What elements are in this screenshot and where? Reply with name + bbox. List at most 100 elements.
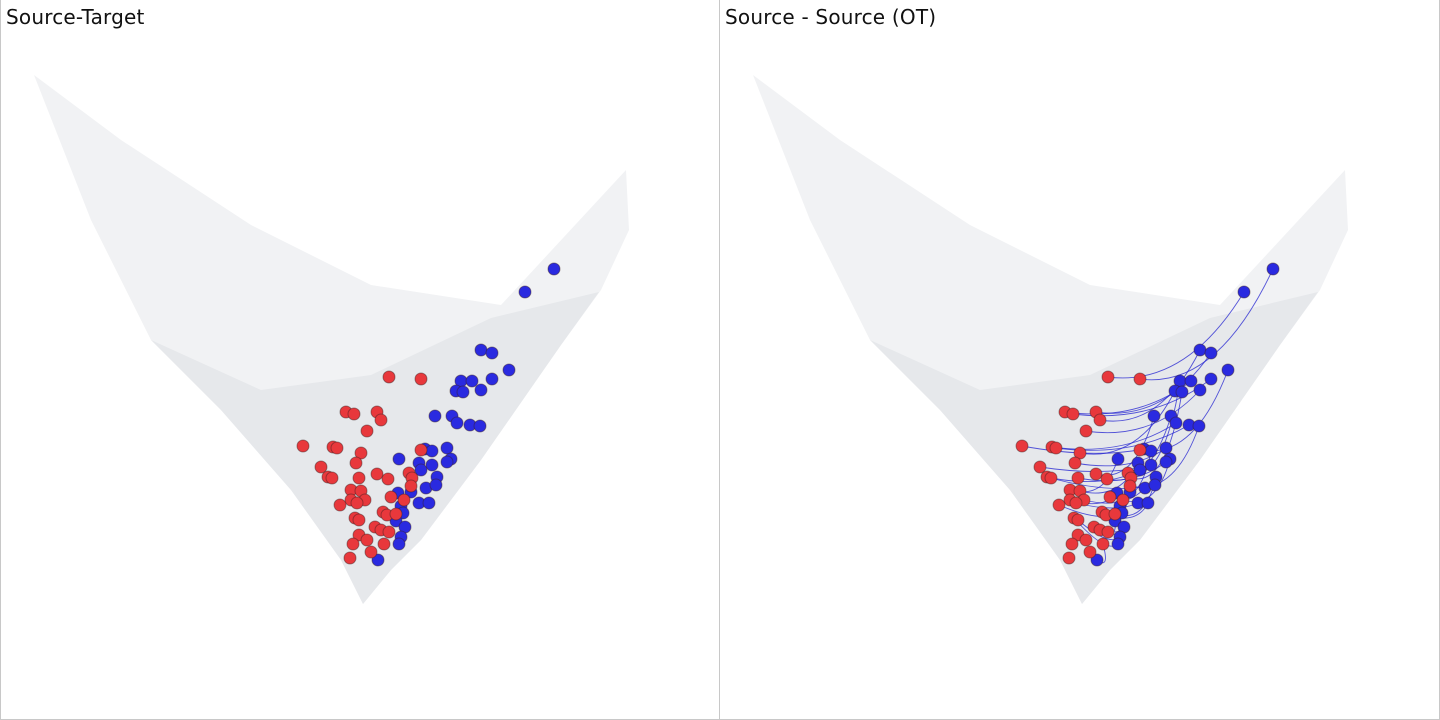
source-point-6 xyxy=(360,424,374,438)
target-point-17 xyxy=(425,444,439,458)
target-point-13 xyxy=(450,416,464,430)
scatter-plot-source-target xyxy=(34,75,629,604)
source-ot-point-39 xyxy=(1065,537,1079,551)
mapped-source-point-11 xyxy=(1147,409,1161,423)
mapped-source-point-15 xyxy=(1192,419,1206,433)
source-ot-point-32 xyxy=(1071,513,1085,527)
source-point-39 xyxy=(346,537,360,551)
target-point-6 xyxy=(465,374,479,388)
source-ot-point-13 xyxy=(1068,456,1082,470)
source-point-12 xyxy=(314,460,328,474)
surface-front xyxy=(870,292,1318,604)
source-ot-point-15 xyxy=(1044,471,1058,485)
source-point-43 xyxy=(343,551,357,565)
target-group xyxy=(371,262,561,567)
source-point-32 xyxy=(352,513,366,527)
mapped-source-point-18 xyxy=(1159,441,1173,455)
target-point-24 xyxy=(414,463,428,477)
mapped-source-point-24 xyxy=(1133,463,1147,477)
source-point-40 xyxy=(360,533,374,547)
target-point-4 xyxy=(502,363,516,377)
target-point-29 xyxy=(429,478,443,492)
source-point-1 xyxy=(414,372,428,386)
mapped-source-point-2 xyxy=(1193,343,1207,357)
source-ot-point-28 xyxy=(1103,490,1117,504)
source-point-0 xyxy=(382,370,396,384)
target-point-10 xyxy=(474,383,488,397)
target-point-18 xyxy=(440,441,454,455)
mapped-source-point-4 xyxy=(1221,363,1235,377)
source-point-15 xyxy=(325,471,339,485)
mapped-source-point-1 xyxy=(1237,285,1251,299)
source-ot-point-5 xyxy=(1093,413,1107,427)
mapped-source-point-38 xyxy=(1090,553,1104,567)
source-point-42 xyxy=(364,545,378,559)
mapped-source-point-10 xyxy=(1193,383,1207,397)
source-ot-point-1 xyxy=(1133,372,1147,386)
source-ot-group xyxy=(1015,370,1147,565)
mapped-source-point-3 xyxy=(1204,346,1218,360)
target-point-38 xyxy=(371,553,385,567)
target-point-22 xyxy=(425,458,439,472)
transport-line-3 xyxy=(1099,349,1201,422)
source-point-26 xyxy=(333,498,347,512)
mapped-source-point-32 xyxy=(1141,496,1155,510)
source-point-41 xyxy=(377,537,391,551)
transport-line-1 xyxy=(1107,291,1245,379)
source-point-29 xyxy=(397,493,411,507)
mapped-source-point-13 xyxy=(1169,416,1183,430)
source-ot-point-6 xyxy=(1079,424,1093,438)
mapped-source-point-29 xyxy=(1148,478,1162,492)
target-point-15 xyxy=(473,419,487,433)
source-ot-point-10 xyxy=(1073,446,1087,460)
target-point-32 xyxy=(422,496,436,510)
source-ot-point-17 xyxy=(1089,467,1103,481)
mapped-source-point-19 xyxy=(1111,452,1125,466)
source-ot-point-27 xyxy=(1069,496,1083,510)
surface-back xyxy=(753,75,1348,604)
mapped-source-point-9 xyxy=(1175,385,1189,399)
source-point-3 xyxy=(347,407,361,421)
transport-line-16 xyxy=(1074,447,1167,467)
mapped-source-point-6 xyxy=(1184,374,1198,388)
source-group xyxy=(296,370,428,565)
source-point-34 xyxy=(389,507,403,521)
mapped-source-point-22 xyxy=(1144,458,1158,472)
source-point-27 xyxy=(350,496,364,510)
panel-source-target: Source-Target xyxy=(0,0,720,720)
source-ot-point-41 xyxy=(1096,537,1110,551)
target-point-23 xyxy=(440,455,454,469)
surface-front xyxy=(151,292,599,604)
source-ot-point-43 xyxy=(1062,551,1076,565)
source-ot-point-26 xyxy=(1052,498,1066,512)
source-point-11 xyxy=(414,443,428,457)
target-point-0 xyxy=(547,262,561,276)
source-ot-point-0 xyxy=(1101,370,1115,384)
source-ot-point-3 xyxy=(1066,407,1080,421)
source-ot-point-29 xyxy=(1116,493,1130,507)
source-ot-point-18 xyxy=(1100,472,1114,486)
source-ot-point-9 xyxy=(1049,441,1063,455)
source-point-10 xyxy=(354,446,368,460)
source-point-17 xyxy=(370,467,384,481)
transport-line-20 xyxy=(1021,445,1145,454)
panel-source-source-ot: Source - Source (OT) xyxy=(720,0,1440,720)
source-point-28 xyxy=(384,490,398,504)
target-point-2 xyxy=(474,343,488,357)
source-ot-point-7 xyxy=(1015,439,1029,453)
source-ot-point-16 xyxy=(1071,471,1085,485)
transport-line-12 xyxy=(1055,424,1190,451)
transport-line-7 xyxy=(1085,389,1201,434)
mapped-source-point-0 xyxy=(1266,262,1280,276)
source-point-5 xyxy=(374,413,388,427)
target-point-3 xyxy=(485,346,499,360)
target-point-19 xyxy=(392,452,406,466)
transport-line-14 xyxy=(1051,422,1177,450)
target-point-1 xyxy=(518,285,532,299)
source-ot-point-11 xyxy=(1133,443,1147,457)
source-ot-point-37 xyxy=(1101,525,1115,539)
source-ot-point-21 xyxy=(1123,479,1137,493)
source-ot-point-40 xyxy=(1079,533,1093,547)
surface-back xyxy=(34,75,629,604)
target-point-37 xyxy=(392,537,406,551)
